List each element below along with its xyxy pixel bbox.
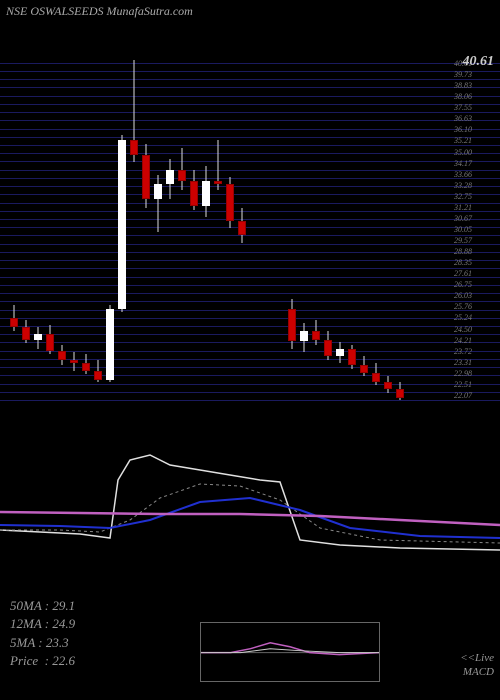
stats-block: 50MA : 29.1 12MA : 24.9 5MA : 23.3 Price… [10, 597, 75, 670]
chart-header: NSE OSWALSEEDS MunafaSutra.com [6, 4, 193, 19]
macd-label-macd: MACD [463, 666, 494, 678]
top-price-label: 40.61 [463, 54, 495, 70]
ma50-label: 50MA : 29.1 [10, 597, 75, 615]
y-axis-labels: 40.6139.7338.8338.0637.5536.6336.1035.21… [454, 60, 498, 400]
price-chart: 40.61 40.6139.7338.8338.0637.5536.6336.1… [0, 60, 500, 400]
indicator-svg [0, 420, 500, 580]
macd-svg [201, 623, 379, 682]
ma12-label: 12MA : 24.9 [10, 615, 75, 633]
indicator-panel [0, 420, 500, 580]
price-label: Price : 22.6 [10, 652, 75, 670]
candlesticks [0, 60, 500, 400]
macd-label-live: <<Live [460, 652, 494, 664]
macd-inset [200, 622, 380, 682]
ma5-label: 5MA : 23.3 [10, 634, 75, 652]
